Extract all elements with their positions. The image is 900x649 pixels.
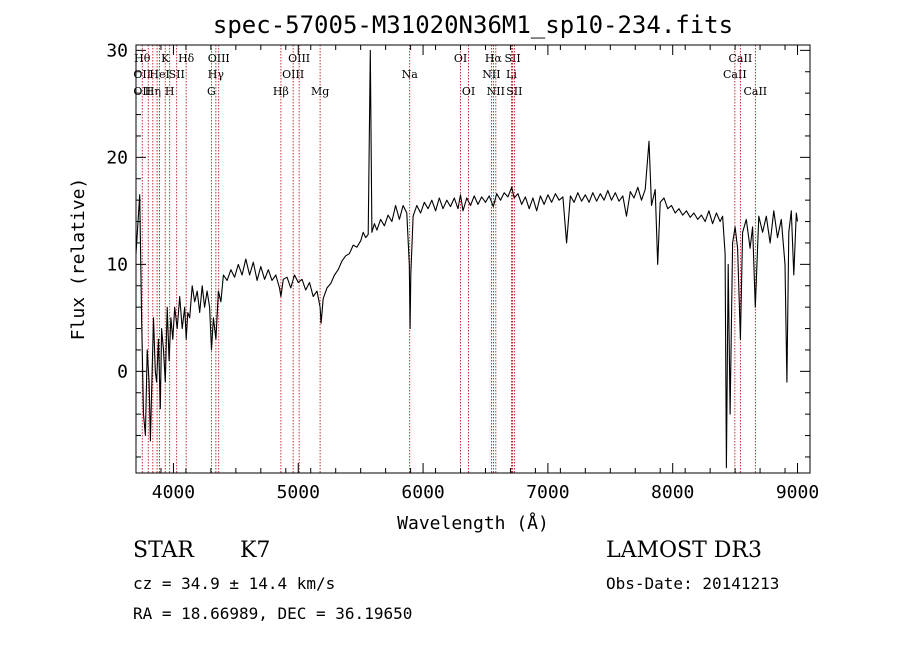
line-label: Hγ — [208, 68, 225, 81]
line-label: HeI — [149, 68, 169, 81]
line-markers: HθOIIOIIHηHeIKHSIIHδGHγOIIIHβOIIIOIIIMgN… — [133, 45, 767, 473]
line-label: OII — [133, 85, 151, 98]
x-tick-label: 9000 — [776, 482, 819, 503]
spectrum-line — [135, 49, 799, 469]
x-tick-label: 4000 — [152, 482, 195, 503]
spectrum-layer — [135, 49, 799, 469]
line-label: Hβ — [273, 85, 289, 98]
line-label: H — [165, 85, 175, 98]
redshift-value: cz = 34.9 ± 14.4 km/s — [133, 574, 336, 593]
line-label: CaII — [723, 68, 747, 81]
x-tick-label: 6000 — [401, 482, 444, 503]
line-label: Mg — [311, 85, 329, 98]
line-label: Na — [402, 68, 419, 81]
line-label: OI — [462, 85, 475, 98]
y-tick-label: 20 — [106, 147, 128, 168]
line-label: SII — [504, 52, 520, 65]
axes: 4000 5000 6000 7000 8000 9000 0 10 20 30 — [106, 40, 819, 503]
line-label: Li — [506, 68, 517, 81]
line-label: NII — [482, 68, 500, 81]
line-label: G — [207, 85, 216, 98]
coordinates: RA = 18.66989, DEC = 36.19650 — [133, 604, 413, 623]
y-tick-label: 30 — [106, 40, 128, 61]
x-axis-label: Wavelength (Å) — [397, 512, 549, 534]
line-label: Hα — [485, 52, 503, 65]
object-class: STAR — [133, 538, 194, 563]
chart-title: spec-57005-M31020N36M1_sp10-234.fits — [213, 11, 733, 39]
line-label: OI — [454, 52, 467, 65]
plot-frame — [135, 44, 811, 474]
line-label: CaII — [743, 85, 767, 98]
line-label: Hθ — [134, 52, 151, 65]
line-label: Hη — [145, 85, 161, 98]
subclass: K7 — [240, 538, 271, 563]
line-label: OIII — [282, 68, 304, 81]
obs-date: Obs-Date: 20141213 — [606, 574, 780, 593]
x-tick-label: 5000 — [277, 482, 320, 503]
line-label: CaII — [729, 52, 753, 65]
line-label: SII — [169, 68, 185, 81]
y-tick-label: 10 — [106, 254, 128, 275]
line-label: SII — [506, 85, 522, 98]
line-label: NII — [487, 85, 505, 98]
line-label: OIII — [288, 52, 310, 65]
survey-name: LAMOST DR3 — [606, 538, 762, 563]
x-tick-label: 8000 — [651, 482, 694, 503]
y-tick-label: 0 — [117, 361, 128, 382]
line-label: OIII — [208, 52, 230, 65]
x-tick-label: 7000 — [526, 482, 569, 503]
y-axis-label: Flux (relative) — [68, 178, 89, 341]
line-label: K — [161, 52, 170, 65]
line-label: Hδ — [178, 52, 195, 65]
